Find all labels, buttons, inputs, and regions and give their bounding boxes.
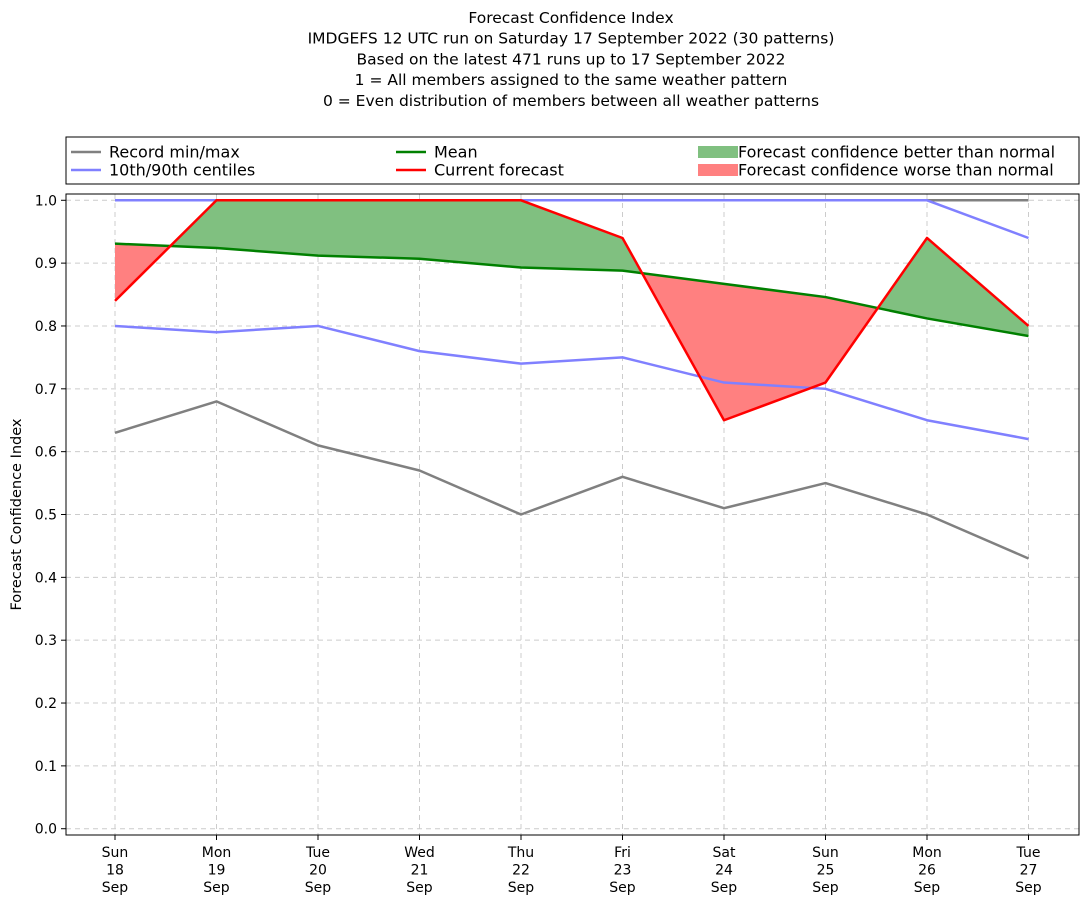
y-tick-label: 0.1 — [35, 759, 57, 775]
x-tick-label: Sep — [102, 880, 129, 896]
x-tick-label: Sep — [711, 880, 738, 896]
fill-better-than-normal — [521, 200, 623, 271]
x-tick-label: Tue — [305, 845, 330, 861]
x-tick-label: 27 — [1020, 863, 1038, 879]
y-tick-label: 0.9 — [35, 256, 57, 272]
x-axis: Sun18SepMon19SepTue20SepWed21SepThu22Sep… — [102, 835, 1042, 896]
y-tick-label: 0.5 — [35, 508, 57, 524]
series-line-current — [114, 199, 1030, 422]
x-tick-label: 26 — [918, 863, 936, 879]
x-tick-label: Sep — [305, 880, 332, 896]
fill-better-than-normal — [216, 200, 318, 256]
fill-worse-than-normal — [724, 283, 826, 421]
x-tick-label: Sep — [406, 880, 433, 896]
x-tick-label: Tue — [1016, 845, 1041, 861]
y-tick-label: 0.2 — [35, 696, 57, 712]
series-line-record-min — [114, 400, 1029, 560]
x-tick-label: 20 — [309, 863, 327, 879]
x-tick-label: Mon — [202, 845, 232, 861]
series-line-mean — [114, 242, 1029, 338]
x-tick-label: Wed — [404, 845, 435, 861]
fill-better-than-normal — [318, 200, 420, 259]
fill-better-than-normal — [927, 237, 1029, 337]
y-tick-label: 0.8 — [35, 319, 57, 335]
x-tick-label: Sep — [1015, 880, 1042, 896]
legend-label: Current forecast — [434, 161, 564, 180]
x-tick-label: Sep — [812, 880, 839, 896]
title-line-5: 0 = Even distribution of members between… — [323, 92, 819, 110]
legend-swatch-patch — [698, 164, 738, 176]
series-line-p10 — [114, 324, 1029, 441]
x-tick-label: Sep — [508, 880, 535, 896]
title-line-2: IMDGEFS 12 UTC run on Saturday 17 Septem… — [308, 30, 835, 48]
legend-box — [65, 136, 1080, 185]
x-tick-label: Sep — [203, 880, 230, 896]
fill-better-than-normal — [877, 237, 927, 319]
y-tick-label: 0.0 — [35, 822, 57, 838]
y-axis: 0.0 0.1 0.2 0.3 0.4 0.5 0.6 0.7 0.8 0.9 1.0 — [35, 193, 66, 838]
y-tick-label: 1.0 — [35, 193, 57, 209]
x-tick-label: 23 — [614, 863, 632, 879]
x-tick-label: Fri — [614, 845, 631, 861]
title-line-3: Based on the latest 471 runs up to 17 Se… — [357, 50, 786, 68]
x-tick-label: Sep — [914, 880, 941, 896]
x-tick-label: Sat — [713, 845, 736, 861]
y-tick-label: 0.3 — [35, 633, 57, 649]
x-tick-label: 21 — [411, 863, 429, 879]
x-tick-label: 25 — [817, 863, 835, 879]
x-tick-label: 24 — [715, 863, 733, 879]
fill-better-than-normal — [419, 200, 521, 268]
x-tick-label: Sun — [812, 845, 839, 861]
legend-label: 10th/90th centiles — [109, 161, 255, 180]
x-tick-label: Mon — [912, 845, 942, 861]
x-tick-label: 19 — [208, 863, 226, 879]
x-tick-label: Thu — [507, 845, 534, 861]
legend-label: Forecast confidence better than normal — [738, 143, 1055, 162]
x-tick-label: Sep — [609, 880, 636, 896]
legend-swatch-patch — [698, 146, 738, 158]
x-tick-label: 22 — [512, 863, 530, 879]
y-tick-label: 0.6 — [35, 445, 57, 461]
title-line-1: Forecast Confidence Index — [468, 9, 673, 27]
x-tick-label: Sun — [102, 845, 129, 861]
title-line-4: 1 = All members assigned to the same wea… — [355, 71, 788, 89]
fill-worse-than-normal — [825, 297, 878, 383]
x-tick-label: 18 — [106, 863, 124, 879]
legend-label: Forecast confidence worse than normal — [738, 161, 1054, 180]
series-lines — [114, 199, 1030, 560]
y-tick-label: 0.7 — [35, 382, 57, 398]
legend-label: Mean — [434, 143, 478, 162]
chart-title: Forecast Confidence Index IMDGEFS 12 UTC … — [308, 9, 835, 110]
y-tick-label: 0.4 — [35, 570, 57, 586]
legend-label: Record min/max — [109, 143, 240, 162]
y-axis-label: Forecast Confidence Index — [9, 418, 25, 610]
